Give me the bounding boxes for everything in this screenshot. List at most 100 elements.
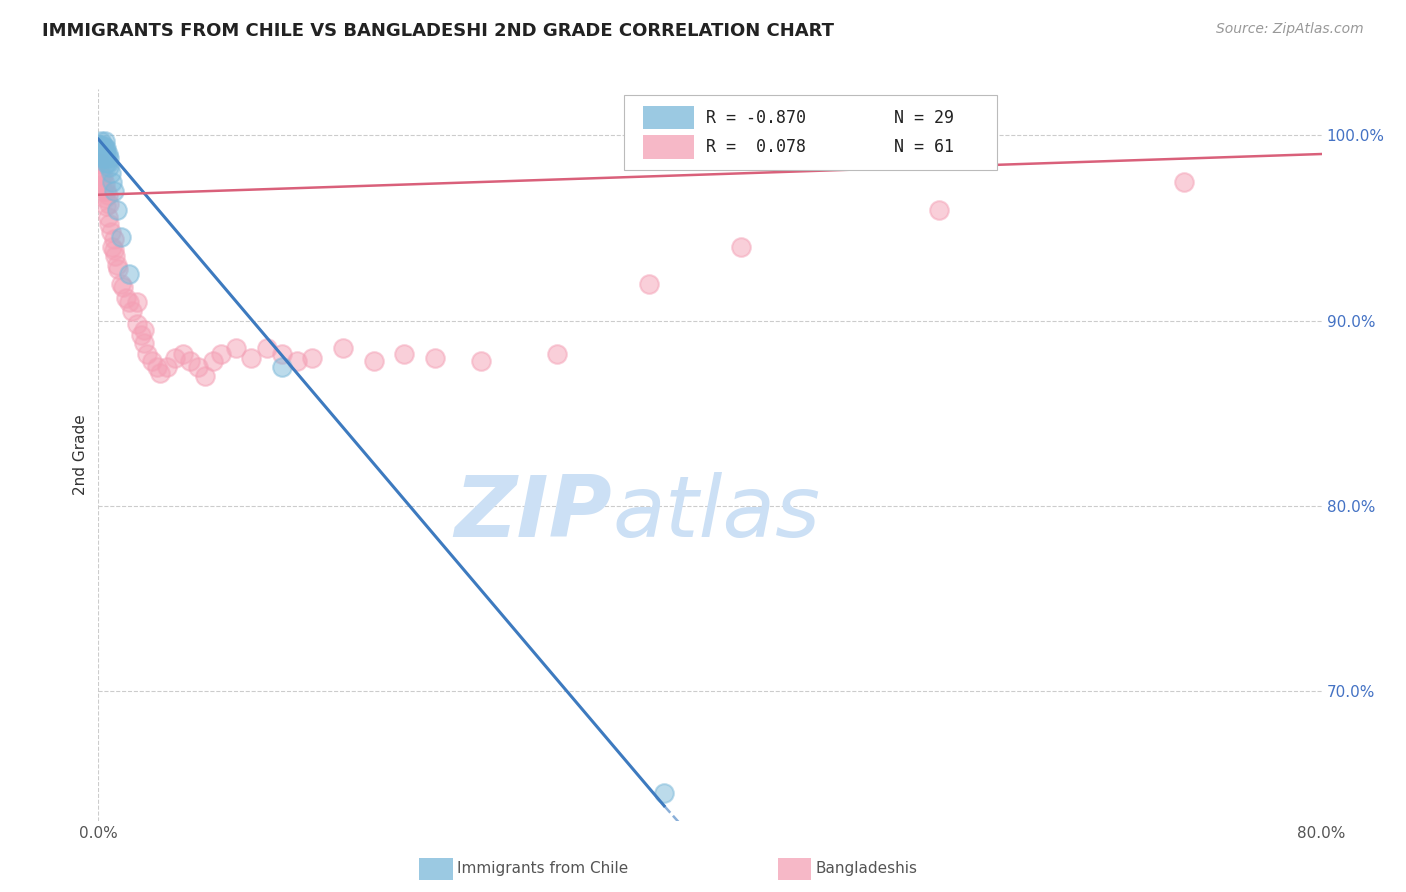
- Point: [90, 169, 112, 184]
- FancyBboxPatch shape: [643, 136, 695, 159]
- Point: [110, 277, 132, 291]
- Point: [94, 199, 117, 213]
- Point: [149, 366, 172, 380]
- Point: [256, 342, 278, 356]
- Point: [90, 141, 112, 155]
- Point: [94, 141, 117, 155]
- Point: [98, 197, 121, 211]
- Text: N = 61: N = 61: [894, 138, 953, 156]
- Point: [103, 232, 125, 246]
- Point: [90, 147, 112, 161]
- Point: [91, 144, 114, 158]
- Point: [111, 280, 134, 294]
- Point: [97, 210, 120, 224]
- Point: [225, 342, 247, 356]
- Point: [129, 328, 152, 343]
- Point: [90, 141, 112, 155]
- Text: Bangladeshis: Bangladeshis: [815, 862, 918, 876]
- Point: [194, 369, 217, 384]
- Point: [240, 351, 263, 365]
- Point: [209, 347, 232, 361]
- Point: [270, 347, 292, 361]
- Point: [118, 268, 141, 282]
- Point: [136, 347, 159, 361]
- Point: [172, 347, 194, 361]
- Point: [179, 354, 201, 368]
- Text: ZIP: ZIP: [454, 472, 612, 555]
- Point: [332, 342, 354, 356]
- Point: [91, 169, 114, 184]
- Text: Source: ZipAtlas.com: Source: ZipAtlas.com: [1216, 22, 1364, 37]
- FancyBboxPatch shape: [643, 106, 695, 129]
- Point: [98, 151, 121, 165]
- Point: [928, 202, 950, 217]
- Point: [93, 151, 115, 165]
- Point: [104, 249, 127, 263]
- Point: [89, 147, 111, 161]
- Point: [103, 244, 125, 258]
- Point: [89, 137, 111, 152]
- Point: [730, 239, 752, 253]
- Point: [93, 191, 115, 205]
- Point: [98, 160, 121, 174]
- Point: [101, 175, 124, 189]
- Point: [145, 359, 167, 374]
- Point: [98, 218, 121, 232]
- Point: [125, 318, 148, 332]
- Point: [118, 295, 141, 310]
- Point: [125, 295, 148, 310]
- Point: [100, 165, 122, 179]
- Point: [89, 175, 111, 189]
- Point: [115, 292, 138, 306]
- Point: [121, 304, 143, 318]
- Point: [202, 354, 225, 368]
- Point: [94, 156, 117, 170]
- Point: [301, 351, 323, 365]
- Point: [187, 359, 209, 374]
- Point: [163, 351, 186, 365]
- Point: [90, 134, 112, 148]
- Point: [652, 786, 675, 800]
- Point: [423, 351, 446, 365]
- Point: [105, 202, 128, 217]
- Point: [1173, 175, 1195, 189]
- Point: [101, 239, 124, 253]
- Point: [93, 177, 115, 191]
- Point: [100, 225, 122, 239]
- Point: [97, 187, 120, 202]
- Point: [94, 147, 117, 161]
- Point: [89, 156, 111, 170]
- Point: [93, 141, 115, 155]
- Point: [89, 137, 111, 152]
- Point: [89, 165, 111, 179]
- Point: [89, 156, 111, 170]
- Text: R =  0.078: R = 0.078: [706, 138, 807, 156]
- Point: [94, 184, 117, 198]
- Point: [134, 323, 156, 337]
- Point: [90, 180, 112, 194]
- Y-axis label: 2nd Grade: 2nd Grade: [73, 415, 89, 495]
- Point: [105, 258, 128, 272]
- Point: [156, 359, 179, 374]
- Text: IMMIGRANTS FROM CHILE VS BANGLADESHI 2ND GRADE CORRELATION CHART: IMMIGRANTS FROM CHILE VS BANGLADESHI 2ND…: [42, 22, 834, 40]
- Point: [141, 354, 163, 368]
- Text: R = -0.870: R = -0.870: [706, 109, 807, 127]
- Point: [93, 147, 115, 161]
- Point: [546, 347, 568, 361]
- Point: [110, 230, 132, 244]
- Point: [107, 261, 129, 276]
- Point: [103, 184, 125, 198]
- Point: [97, 156, 120, 170]
- Point: [270, 359, 292, 374]
- Point: [91, 137, 114, 152]
- Text: atlas: atlas: [612, 472, 820, 555]
- Text: N = 29: N = 29: [894, 109, 953, 127]
- Point: [392, 347, 416, 361]
- Point: [637, 277, 661, 291]
- Point: [134, 335, 156, 350]
- Point: [363, 354, 385, 368]
- FancyBboxPatch shape: [624, 95, 997, 169]
- Point: [285, 354, 308, 368]
- Point: [470, 354, 492, 368]
- Point: [91, 151, 114, 165]
